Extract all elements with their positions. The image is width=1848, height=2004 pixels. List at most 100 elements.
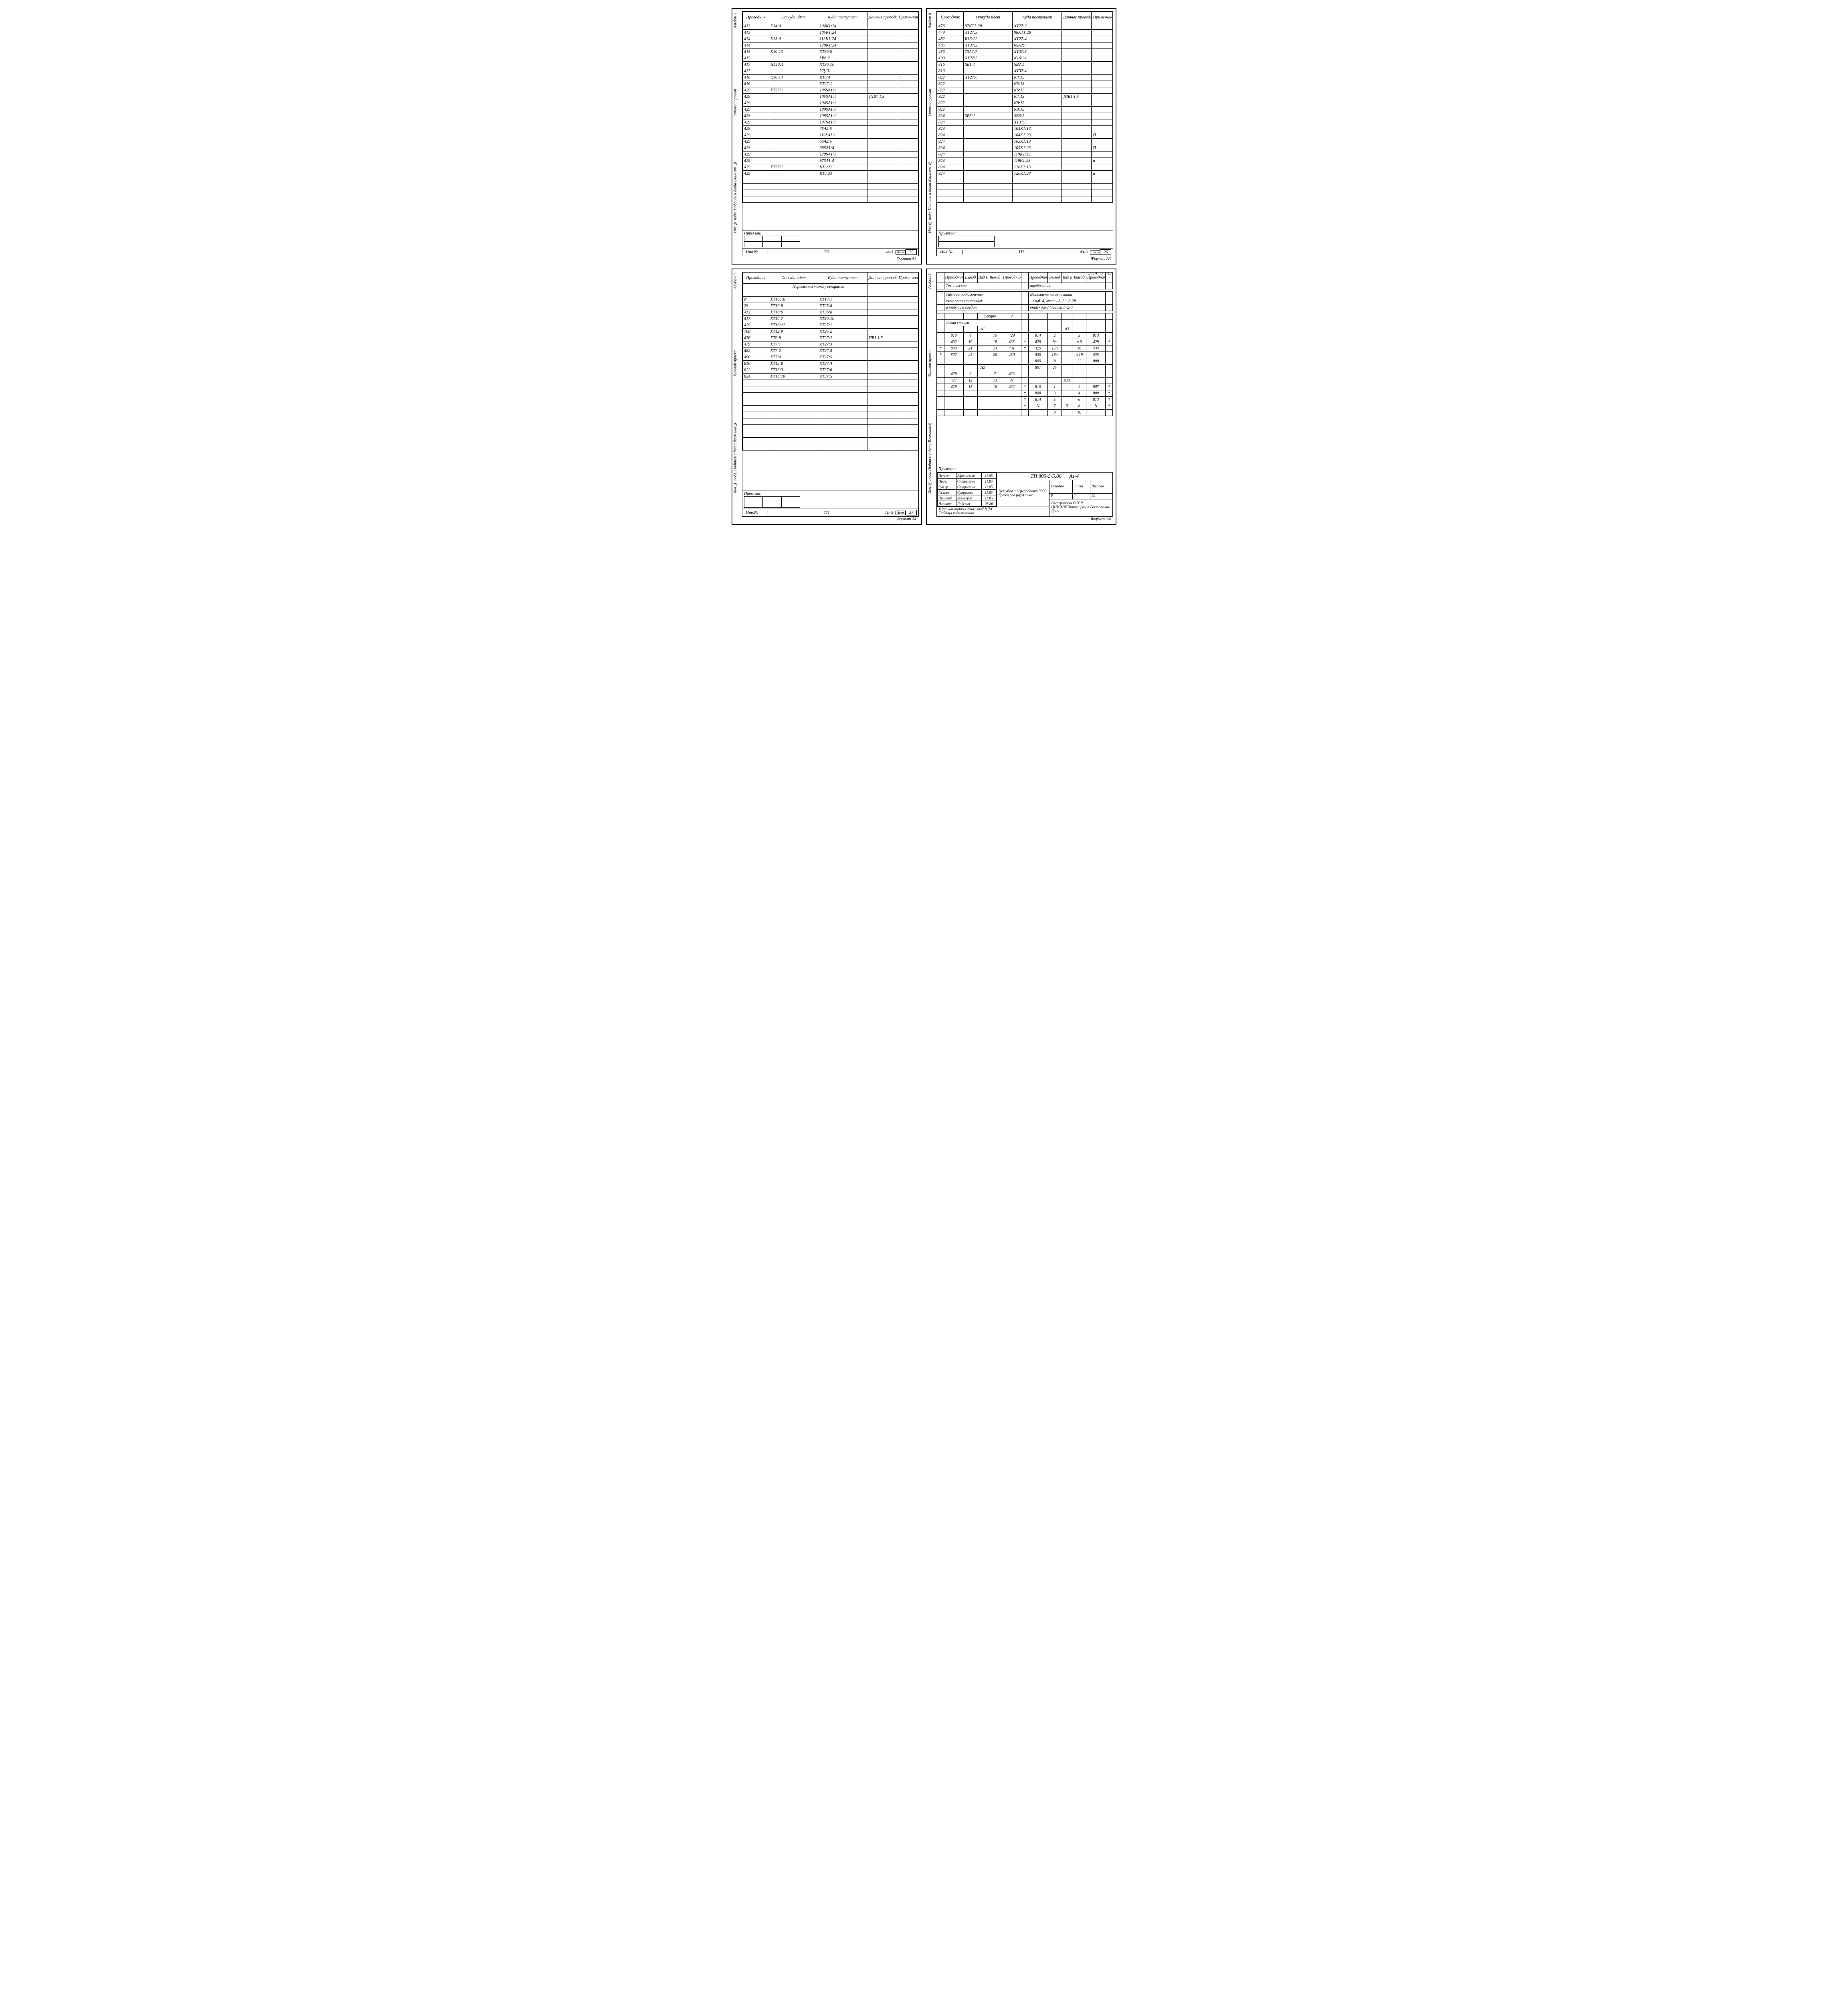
table-row-empty bbox=[743, 190, 918, 196]
plug-row: А280725 bbox=[937, 365, 1113, 371]
table-row: 822К5:13 bbox=[937, 81, 1113, 87]
table-row: 414К15:А119К1:24 bbox=[743, 36, 918, 42]
title-block: ИсполнАфанасьева11.85Пров.Старыгина11.85… bbox=[937, 472, 1113, 516]
table-row: 816ХТ37:4 bbox=[937, 68, 1113, 75]
plug-row: 4271213NХТ1 bbox=[937, 378, 1113, 384]
table-row: 822ХТ16:3ХТ27:6 bbox=[743, 367, 918, 374]
signature-row: Пров.Старыгина11.85 bbox=[938, 479, 997, 484]
table-row: 415SB6:2 bbox=[743, 55, 918, 62]
plug-row: *81456813* bbox=[937, 397, 1113, 403]
plug-table: Проводник Вывод Вид кон-такта Вывод Пров… bbox=[937, 272, 1113, 416]
table-row: 4296SA2:5 bbox=[743, 139, 918, 145]
plug-row: 4291516432*81012807* bbox=[937, 384, 1113, 390]
signature-row: ИсполнАфанасьева11.85 bbox=[938, 473, 997, 479]
table-row: 824ХТ37:5 bbox=[937, 119, 1113, 126]
plug-row: *8092124431*42915п16434 bbox=[937, 345, 1113, 352]
format-label: Формат А4 bbox=[742, 256, 919, 261]
th-from: Откуда идет bbox=[769, 12, 818, 23]
table-row: 413105К1:24 bbox=[743, 30, 918, 36]
table-row: 824104К1:13 bbox=[937, 126, 1113, 132]
plug-row: 910 bbox=[937, 410, 1113, 416]
table-row-empty bbox=[743, 196, 918, 203]
table-row: 429108SA1:1 bbox=[743, 113, 918, 119]
plug-row: 8092122808 bbox=[937, 358, 1113, 365]
table-row-empty bbox=[937, 196, 1113, 203]
table-row: 429ХТ16а:2ХТ37:1 bbox=[743, 322, 918, 329]
table-row: 485ХТ37:26SA2:7 bbox=[937, 42, 1113, 49]
plug-row: *807252643043518пп 19435 bbox=[937, 352, 1113, 358]
table-row: 429107SA1:1 bbox=[743, 119, 918, 126]
th-to: Куда поступает bbox=[818, 12, 867, 23]
connection-table-25: Проводник Откуда идет Куда поступает Дан… bbox=[742, 12, 918, 203]
jumpers-label: Перемычки между секциями bbox=[769, 284, 867, 290]
page-number: 25 bbox=[906, 249, 917, 255]
table-row-empty bbox=[743, 184, 918, 190]
table-row-empty bbox=[743, 177, 918, 184]
table-row: 429109SA1:1 bbox=[743, 107, 918, 113]
table-row: 479ХТ27:398КТ1:28 bbox=[937, 30, 1113, 36]
table-row: NХТ16а:6ХТ17:1 bbox=[743, 297, 918, 303]
plug-row: 42867433 bbox=[937, 371, 1113, 378]
privazon-grid bbox=[744, 236, 800, 247]
table-row: 824105К1:23П bbox=[937, 145, 1113, 152]
table-row: 824119К1:23п bbox=[937, 158, 1113, 164]
tp-label: ТП bbox=[768, 250, 885, 255]
sheet-grid: Альбом 5 Типовой проект Инв.№ подл. Подп… bbox=[732, 8, 1116, 525]
side-album: Альбом 5 bbox=[733, 273, 738, 289]
table-row: 822К9:13 bbox=[937, 107, 1113, 113]
table-row-empty bbox=[937, 190, 1113, 196]
table-row: 417ХТ16:7ХТ36:10 bbox=[743, 316, 918, 322]
table-row: 482ХТ7:2ХТ27:4 bbox=[743, 348, 918, 354]
table-row: 415К16:13ХТ36:9 bbox=[743, 49, 918, 55]
table-row: 417HL13:1ХТ36:10 bbox=[743, 62, 918, 68]
connection-table-27: Проводник Откуда идет Куда поступает Дан… bbox=[742, 272, 918, 450]
sheet-az4: Альбом 5 Типовой проект Инв.№ подл. Подп… bbox=[926, 269, 1116, 525]
th-note: Приме-чание bbox=[897, 12, 918, 23]
sheet-26: Альбом 5 Типовой проект Инв.№ подл. Подп… bbox=[926, 8, 1116, 265]
table-row: 429ХТ37:1106SA1:1 bbox=[743, 87, 918, 94]
side-inv: Инв.№ подл. Подпись и дата Взам.инв.№ bbox=[928, 161, 932, 233]
table-row: 490ХТ7:4ХТ27:5 bbox=[743, 354, 918, 361]
table-row: 822К6:13 bbox=[937, 87, 1113, 94]
side-album: Альбом 5 bbox=[733, 13, 738, 28]
side-project: Типовой проект bbox=[733, 89, 738, 116]
plug-row: 4321618435*4298пп 9429* bbox=[937, 339, 1113, 345]
table-row: 429105SA1:1}ПВ1 1,5 bbox=[743, 94, 918, 100]
table-row: 482К13:22ХТ27:4 bbox=[937, 36, 1113, 42]
privazon-label: Привязан: bbox=[744, 231, 917, 236]
plug-row: 81041542981425813 bbox=[937, 333, 1113, 339]
signature-row: Гл.спецСупрунова11.85 bbox=[938, 490, 997, 495]
table-row: 822К7:13}ПВ1 1,5 bbox=[937, 94, 1113, 100]
table-row: 42997SA1:4 bbox=[743, 158, 918, 164]
table-row: 416ХТ27:1 bbox=[743, 81, 918, 87]
table-row: 414120К1:24 bbox=[743, 42, 918, 49]
table-row: 816SB1:1SB2:1 bbox=[937, 62, 1113, 68]
table-row: 816ХТ15:8ХТ37:4 bbox=[743, 361, 918, 367]
table-row: 822ХТ27:6К4:13 bbox=[937, 75, 1113, 81]
page-label: Лист bbox=[896, 250, 906, 255]
side-project: Типовой проект bbox=[928, 89, 932, 116]
signature-row: Рук.гр.Старыгина11.85 bbox=[938, 484, 997, 490]
side-inv: Инв.№ подл. Подпись и дата Взам.инв.№ bbox=[733, 161, 738, 233]
table-row: 479ХТ7:1ХТ27:3 bbox=[743, 341, 918, 348]
table-row: 824119К1:13 bbox=[937, 152, 1113, 158]
table-row: 824ХТ16:10ХТ37:5 bbox=[743, 374, 918, 380]
table-row: 42998SA1:4 bbox=[743, 145, 918, 152]
inv-no: Инв.№ bbox=[744, 250, 768, 255]
signature-row: Нач.отдЖевнеров11.85 bbox=[938, 495, 997, 501]
table-row: 476ХТ6:8ХТ27:2ПВ1 1,5 bbox=[743, 335, 918, 341]
connection-table-26: Проводник Откуда идет Куда поступает Дан… bbox=[937, 12, 1113, 203]
plug-row: *80834809* bbox=[937, 390, 1113, 397]
table-row: 824SB5:1SB6:1 bbox=[937, 113, 1113, 119]
table-row: 490ХТ27:5К16:24 bbox=[937, 55, 1113, 62]
plug-row: *N7П8N* bbox=[937, 403, 1113, 410]
table-row: 4297SA2:5 bbox=[743, 126, 918, 132]
table-row-empty bbox=[937, 177, 1113, 184]
table-row: 824105К1:13 bbox=[937, 139, 1113, 145]
table-row: 429К16:23 bbox=[743, 171, 918, 177]
table-row-empty bbox=[937, 184, 1113, 190]
table-row: 429104SA1:1 bbox=[743, 100, 918, 107]
drawing-code: Аз-3 bbox=[885, 250, 893, 255]
table-row: 824120К1:23п bbox=[937, 171, 1113, 177]
table-row: 4867SA2:7ХТ37:3 bbox=[937, 49, 1113, 55]
